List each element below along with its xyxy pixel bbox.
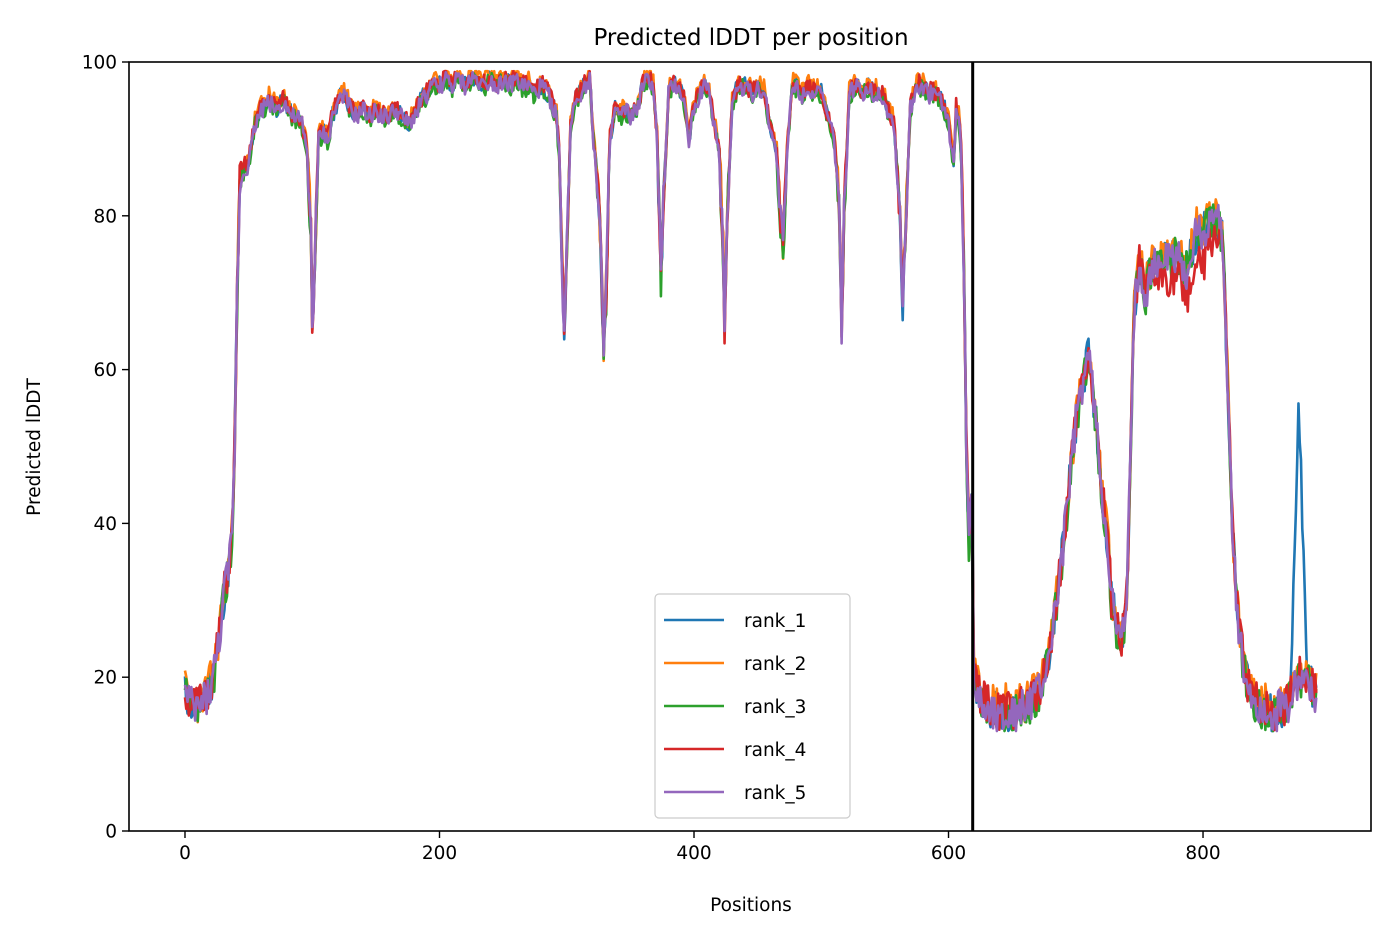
- x-tick-label: 600: [931, 843, 966, 864]
- legend-label-rank-2: rank_2: [744, 654, 806, 675]
- y-tick-label: 0: [105, 822, 117, 843]
- y-axis-ticks: 0 20 40 60 80 100: [82, 53, 129, 843]
- y-tick-label: 80: [93, 206, 117, 227]
- series-group: [183, 69, 1318, 733]
- chart-title: Predicted lDDT per position: [593, 25, 908, 51]
- x-axis-ticks: 0 200 400 600 800: [179, 831, 1221, 864]
- x-tick-label: 400: [676, 843, 711, 864]
- legend: rank_1 rank_2 rank_3 rank_4 rank_5: [654, 593, 851, 819]
- x-tick-label: 200: [422, 843, 457, 864]
- series-line-rank-5: [183, 70, 1318, 733]
- y-tick-label: 20: [93, 668, 117, 689]
- x-tick-label: 800: [1185, 843, 1220, 864]
- y-axis-label: Predicted lDDT: [24, 377, 45, 515]
- x-tick-label: 0: [179, 843, 191, 864]
- x-axis-label: Positions: [710, 895, 792, 916]
- legend-box: [654, 593, 851, 819]
- y-tick-label: 100: [82, 53, 117, 74]
- legend-label-rank-3: rank_3: [744, 697, 806, 718]
- y-tick-label: 60: [93, 360, 117, 381]
- legend-label-rank-5: rank_5: [744, 783, 806, 804]
- legend-label-rank-1: rank_1: [744, 611, 806, 632]
- legend-label-rank-4: rank_4: [744, 740, 806, 761]
- y-tick-label: 40: [93, 514, 117, 535]
